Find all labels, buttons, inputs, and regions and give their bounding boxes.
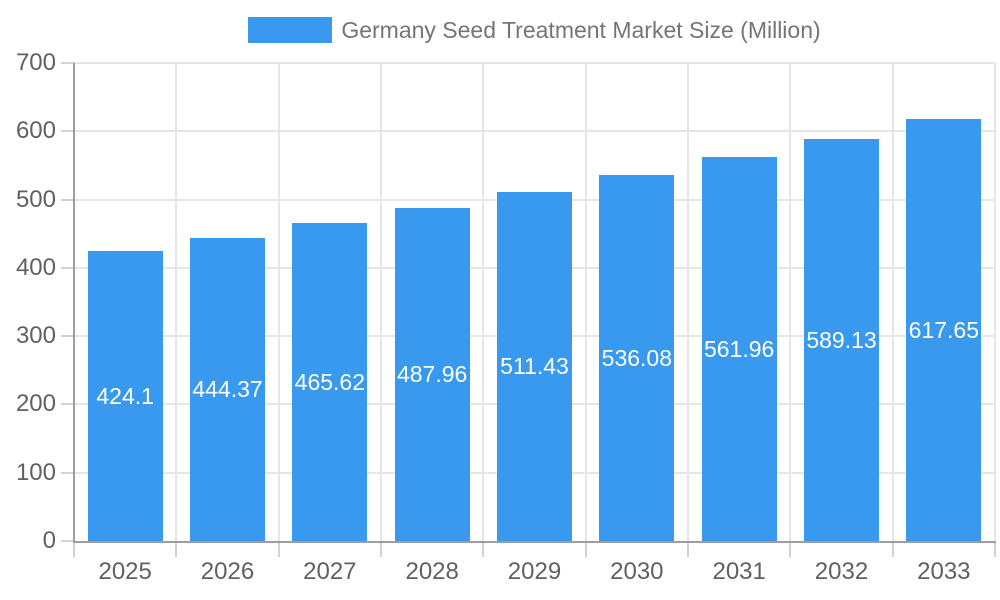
x-gridline [994,63,996,541]
legend-swatch [248,17,333,43]
x-gridline [380,63,382,541]
x-gridline [277,63,280,541]
y-axis-label: 300 [15,322,56,350]
y-axis-label: 600 [15,117,56,145]
y-axis-label: 500 [15,185,56,213]
x-axis-tick [994,543,996,557]
x-axis-tick [277,543,280,557]
y-axis-label: 700 [15,49,56,76]
x-axis-label: 2030 [610,558,664,585]
x-axis-label: 2032 [814,558,869,585]
x-axis-tick [73,543,75,557]
bar-value-label: 617.65 [908,317,980,344]
x-axis-label: 2031 [712,558,766,585]
x-gridline [584,63,587,541]
y-axis-tick [61,403,74,406]
y-axis-label: 0 [42,527,56,554]
y-axis-tick [61,471,74,474]
bar-value-label: 511.43 [500,353,569,380]
bar-value-label: 444.37 [192,376,263,403]
x-axis-label: 2033 [917,558,971,585]
x-gridline [891,63,894,541]
x-axis-tick [584,543,587,557]
y-axis-label: 400 [15,253,56,281]
y-gridline [74,62,995,64]
y-axis-tick [61,335,74,338]
bar[interactable] [906,119,982,541]
x-axis-label: 2028 [405,558,459,585]
y-axis-tick [61,198,74,201]
y-axis-line [73,63,75,543]
x-gridline [687,63,689,541]
x-gridline [175,63,178,541]
bar-value-label: 589.13 [806,326,877,353]
bar-value-label: 424.1 [96,383,154,410]
bar[interactable] [87,251,163,541]
x-axis-label: 2029 [507,558,562,585]
y-axis-label: 200 [15,390,56,418]
bar[interactable] [190,237,265,541]
x-axis-label: 2027 [303,558,357,585]
bar[interactable] [497,191,572,541]
x-axis-line [73,541,996,543]
y-axis-tick [61,266,74,269]
chart-legend[interactable]: Germany Seed Treatment Market Size (Mill… [74,15,995,45]
bar-value-label: 487.96 [396,361,468,388]
y-gridline [74,130,995,133]
legend-label: Germany Seed Treatment Market Size (Mill… [341,17,821,43]
bar-value-label: 465.62 [294,369,366,396]
x-axis-tick [175,543,178,557]
x-axis-tick [789,543,792,557]
bar[interactable] [804,138,879,541]
x-axis-label: 2025 [98,558,152,585]
x-axis-tick [380,543,382,557]
bar-value-label: 561.96 [703,336,775,363]
y-axis-tick [61,130,74,133]
bar-value-label: 536.08 [601,344,673,371]
bar[interactable] [701,157,777,541]
x-axis-label: 2026 [200,558,255,585]
x-axis-tick [891,543,894,557]
x-gridline [789,63,792,541]
y-axis-label: 100 [15,458,56,486]
x-axis-tick [482,543,485,557]
y-axis-tick [61,62,74,64]
y-axis-tick [61,540,74,542]
x-axis-tick [687,543,689,557]
bar[interactable] [292,223,368,541]
bar[interactable] [394,207,470,541]
x-gridline [482,63,485,541]
bar[interactable] [599,174,675,541]
